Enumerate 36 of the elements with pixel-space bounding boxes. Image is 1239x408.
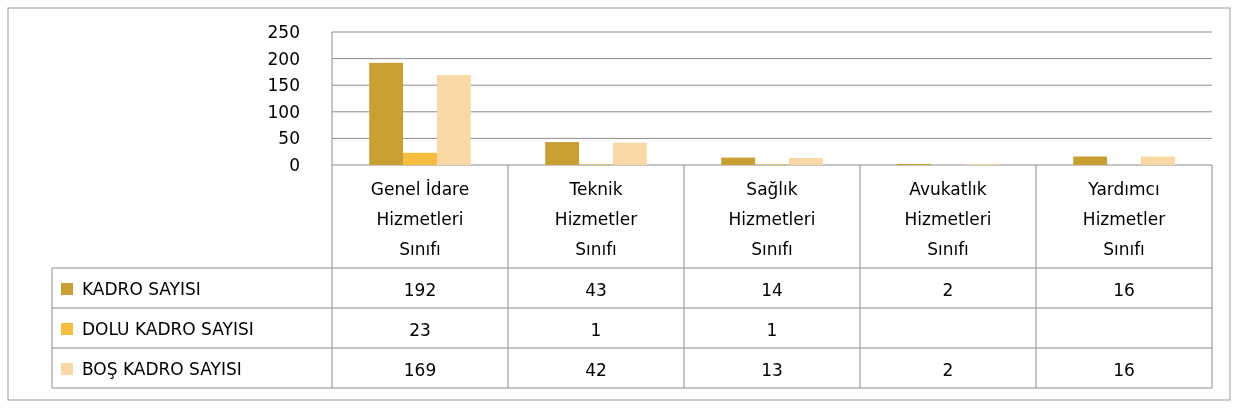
x-tick-label: Teknik Hizmetler Sınıfı xyxy=(554,179,638,259)
legend-label: KADRO SAYISI xyxy=(82,278,201,299)
data-label: 169 xyxy=(403,359,437,380)
data-label: 1 xyxy=(766,319,778,340)
bar xyxy=(369,62,404,165)
legend-label: DOLU KADRO SAYISI xyxy=(82,318,254,339)
y-tick-label: 50 xyxy=(278,128,300,149)
data-label: 42 xyxy=(585,359,607,380)
data-label: 192 xyxy=(403,279,437,300)
y-tick-label: 200 xyxy=(267,48,300,69)
x-tick-label: Genel İdare Hizmetleri Sınıfı xyxy=(370,179,470,259)
bar xyxy=(788,158,823,165)
data-label: 2 xyxy=(942,279,954,300)
y-tick-label: 100 xyxy=(267,101,300,122)
y-tick-label: 0 xyxy=(289,154,300,175)
data-label: 43 xyxy=(585,279,607,300)
y-tick-label: 150 xyxy=(267,75,300,96)
data-label: 13 xyxy=(761,359,783,380)
y-tick-label: 250 xyxy=(267,21,300,42)
bar xyxy=(721,157,756,165)
data-label: 2 xyxy=(942,359,954,380)
x-tick-label: Avukatlık Hizmetleri Sınıfı xyxy=(904,179,992,259)
bar xyxy=(403,152,437,165)
data-label: 16 xyxy=(1113,279,1135,300)
bar xyxy=(612,142,647,165)
bar xyxy=(1140,156,1175,165)
data-label: 14 xyxy=(761,279,783,300)
data-label: 23 xyxy=(409,319,431,340)
bar xyxy=(436,75,471,165)
x-tick-label: Yardımcı Hizmetler Sınıfı xyxy=(1082,179,1166,259)
data-label: 1 xyxy=(590,319,602,340)
legend-label: BOŞ KADRO SAYISI xyxy=(82,358,242,379)
bar xyxy=(1073,156,1108,165)
data-label: 16 xyxy=(1113,359,1135,380)
x-tick-label: Sağlık Hizmetleri Sınıfı xyxy=(728,179,816,259)
bar xyxy=(545,142,580,165)
